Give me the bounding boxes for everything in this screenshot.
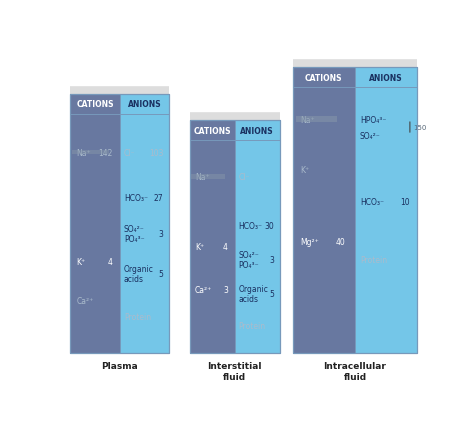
Text: HCO₃⁻: HCO₃⁻ — [124, 194, 148, 203]
Text: Mg²⁺: Mg²⁺ — [300, 237, 319, 246]
Text: 40: 40 — [336, 237, 346, 246]
Text: 30: 30 — [264, 221, 274, 230]
Text: ANIONS: ANIONS — [369, 74, 403, 83]
Bar — [355, 68, 418, 88]
Text: Protein: Protein — [238, 321, 265, 330]
Bar — [72, 150, 109, 155]
Text: Ca²⁺: Ca²⁺ — [195, 285, 212, 294]
Bar — [120, 95, 170, 353]
Text: HCO₃⁻: HCO₃⁻ — [360, 197, 384, 206]
Text: Organic
acids: Organic acids — [238, 284, 268, 303]
Text: HCO₃⁻: HCO₃⁻ — [238, 221, 262, 230]
Text: 10: 10 — [401, 197, 410, 206]
Bar — [70, 86, 170, 95]
Text: Protein: Protein — [124, 313, 151, 322]
Text: 142: 142 — [98, 148, 112, 157]
Bar — [190, 114, 280, 121]
Text: Interstitial
fluid: Interstitial fluid — [208, 361, 262, 381]
Bar — [292, 68, 355, 353]
Text: CATIONS: CATIONS — [193, 126, 231, 135]
Bar — [296, 117, 337, 123]
Bar — [70, 95, 120, 114]
Bar — [292, 68, 418, 353]
Text: Organic
acids: Organic acids — [124, 265, 154, 284]
Text: 27: 27 — [154, 194, 164, 203]
Text: 3: 3 — [223, 285, 228, 294]
Bar — [292, 61, 418, 68]
Text: SO₄²⁻: SO₄²⁻ — [360, 131, 381, 140]
Text: K⁺: K⁺ — [76, 258, 85, 267]
Bar — [292, 68, 355, 88]
Text: SO₄²⁻
PO₄³⁻: SO₄²⁻ PO₄³⁻ — [238, 250, 259, 269]
Text: Intracellular
fluid: Intracellular fluid — [324, 361, 386, 381]
Text: 150: 150 — [413, 125, 427, 131]
Text: 4: 4 — [108, 258, 112, 267]
Text: Cl⁻: Cl⁻ — [238, 172, 250, 181]
Text: Cl⁻: Cl⁻ — [124, 148, 136, 157]
Text: 5: 5 — [269, 289, 274, 298]
Text: K⁺: K⁺ — [300, 166, 309, 175]
Bar — [190, 121, 280, 353]
Text: Na⁺: Na⁺ — [195, 172, 210, 181]
Bar — [235, 121, 280, 353]
Text: HPO₄³⁻: HPO₄³⁻ — [360, 115, 386, 124]
Text: Na⁺: Na⁺ — [76, 148, 91, 157]
Bar — [70, 87, 170, 95]
Text: CATIONS: CATIONS — [305, 74, 343, 83]
Text: Ca²⁺: Ca²⁺ — [76, 296, 93, 305]
Text: ANIONS: ANIONS — [240, 126, 274, 135]
Bar — [120, 95, 170, 114]
Text: 5: 5 — [159, 270, 164, 279]
Bar — [190, 121, 235, 141]
Bar — [190, 113, 280, 121]
Text: Na⁺: Na⁺ — [300, 115, 315, 124]
Bar — [355, 68, 418, 353]
Bar — [235, 121, 280, 141]
Text: 4: 4 — [223, 243, 228, 252]
Text: 103: 103 — [149, 148, 164, 157]
Text: SO₄²⁻
PO₄³⁻: SO₄²⁻ PO₄³⁻ — [124, 224, 145, 243]
Text: CATIONS: CATIONS — [76, 100, 114, 109]
Bar — [292, 60, 418, 68]
Text: ANIONS: ANIONS — [128, 100, 162, 109]
Bar — [190, 121, 235, 353]
Bar — [191, 175, 225, 179]
Text: Protein: Protein — [360, 256, 387, 265]
Text: 3: 3 — [159, 229, 164, 238]
Text: 3: 3 — [269, 255, 274, 264]
Text: K⁺: K⁺ — [195, 243, 204, 252]
Bar — [70, 95, 120, 353]
Bar — [70, 95, 170, 353]
Text: Plasma: Plasma — [101, 361, 138, 370]
